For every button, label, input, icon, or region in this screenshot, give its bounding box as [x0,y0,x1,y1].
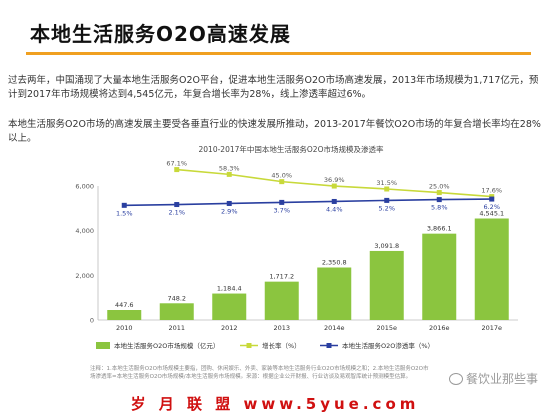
penetration-value-label: 5.2% [378,204,395,212]
penetration-value-label: 4.4% [326,205,343,213]
penetration-value-label: 1.5% [116,209,133,217]
growth-point [331,183,337,189]
chart-notes: 注释：1.本地生活服务O2O市场规模主要指，团购、休闲娱乐、外卖、家装等本地生活… [90,366,429,380]
legend-penetration-label: 本地生活服务O2O渗透率（%） [342,341,434,350]
penetration-rate-line [124,198,492,207]
penetration-point [121,202,127,208]
bar-2013 [264,281,299,320]
legend-bar-swatch [96,342,110,349]
title-underline [26,52,531,55]
wechat-watermark: 餐饮业那些事 [448,370,538,387]
x-tick-label: 2013 [273,324,290,332]
chart-canvas: 0 2,000 4,000 6,000 447.6 2010 748.2 2011 1,184.… [75,160,518,350]
penetration-value-label: 3.7% [273,206,290,214]
x-tick-label: 2017e [481,324,502,332]
growth-value-label: 45.0% [271,172,292,180]
legend-bar-label: 本地生活服务O2O市场规模（亿元） [114,341,219,350]
legend-growth-marker [246,343,252,348]
watermark-text: 餐饮业那些事 [465,372,538,386]
growth-value-label: 25.0% [429,183,450,191]
growth-value-label: 31.5% [376,179,397,187]
bar-value-label: 1,184.4 [217,285,242,293]
growth-point [436,190,442,196]
page-title: 本地生活服务O2O高速发展 [30,22,291,46]
intro-paragraph: 过去两年，中国涌现了大量本地生活服务O2O平台，促进本地生活服务O2O市场高速发… [8,75,539,100]
growth-point [279,179,285,185]
bar-2016e [422,233,457,320]
bar-value-label: 3,091.8 [374,242,399,250]
y-tick-label: 0 [90,317,94,325]
growth-value-label: 36.9% [324,176,345,184]
bar-value-label: 2,350.8 [322,258,347,266]
driver-paragraph: 本地生活服务O2O市场的高速发展主要受各垂直行业的快速发展所推动，2013-20… [8,119,541,144]
y-tick-label: 4,000 [75,227,94,235]
x-tick-label: 2014e [324,324,345,332]
bar-2015e [369,250,404,320]
legend-growth-label: 增长率（%） [262,341,301,350]
growth-point [174,167,180,173]
growth-value-label: 67.1% [166,160,187,168]
x-tick-label: 2012 [221,324,238,332]
penetration-value-label: 2.9% [221,207,238,215]
penetration-point [489,196,495,202]
growth-value-label: 17.6% [481,187,502,195]
penetration-value-label: 2.1% [168,209,185,217]
penetration-point [331,198,337,204]
x-tick-label: 2011 [168,324,185,332]
bar-value-label: 4,545.1 [479,209,504,217]
wechat-icon [448,372,463,385]
legend-penetration-marker [326,343,332,348]
growth-value-label: 58.3% [219,164,240,172]
bar-value-label: 748.2 [167,294,186,302]
bar-2010 [107,310,142,320]
site-banner: 岁 月 联 盟 www.5yue.com [130,395,420,413]
penetration-point [226,200,232,206]
bar-2017e [474,218,509,320]
x-tick-label: 2010 [116,324,133,332]
growth-point [226,171,232,177]
market-chart: 2010-2017年中国本地生活服务O2O市场规模及渗透率 0 2,000 4,00… [58,145,524,368]
bar-2012 [212,293,247,320]
x-tick-label: 2016e [429,324,450,332]
bar-value-label: 447.6 [115,301,134,309]
penetration-point [436,197,442,203]
chart-title: 2010-2017年中国本地生活服务O2O市场规模及渗透率 [198,145,384,154]
bar-value-label: 1,717.2 [269,273,294,281]
y-tick-label: 6,000 [75,183,94,191]
bar-2014e [317,267,352,320]
x-tick-label: 2015e [376,324,397,332]
y-tick-label: 2,000 [75,272,94,280]
penetration-point [384,197,390,203]
growth-point [384,186,390,192]
bar-2011 [159,303,194,320]
penetration-value-label: 6.2% [483,203,500,211]
penetration-value-label: 5.8% [431,204,448,212]
bar-value-label: 3,866.1 [427,225,452,233]
penetration-point [174,202,180,208]
penetration-point [279,199,285,205]
